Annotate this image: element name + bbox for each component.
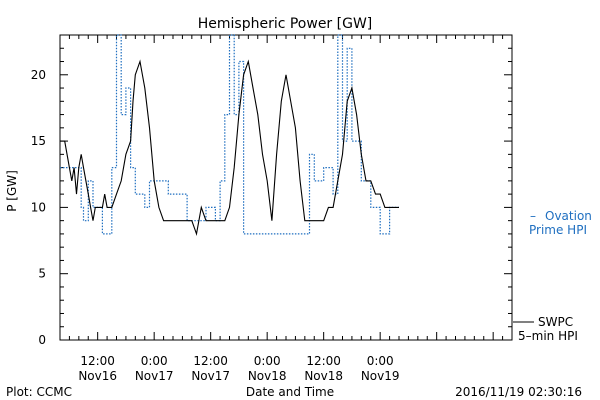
y-tick-labels: 0 5 10 15 20 [31,68,46,347]
x-tick-label-time: 12:00 [80,354,115,368]
x-axis-label: Date and Time [246,385,334,399]
plot-credit: Plot: CCMC [6,385,72,399]
legend-ovation-line2: Prime HPI [529,223,587,237]
x-tick-label-day: Nov18 [248,369,287,383]
x-tick-label-day: Nov17 [135,369,174,383]
legend-ovation-dash: – [530,209,536,223]
legend-swpc-line1: SWPC [538,315,573,329]
x-tick-labels: 12:00Nov160:00Nov1712:00Nov170:00Nov1812… [78,354,399,383]
legend-ovation-line1: Ovation [545,209,592,223]
x-tick-label-time: 12:00 [193,354,228,368]
x-tick-label-time: 0:00 [254,354,281,368]
x-tick-label-time: 12:00 [306,354,341,368]
y-axis-label: P [GW] [5,170,19,212]
timestamp: 2016/11/19 02:30:16 [455,385,582,399]
y-tick-label: 15 [31,134,46,148]
chart-title: Hemispheric Power [GW] [198,16,373,32]
y-tick-label: 20 [31,68,46,82]
legend-swpc-line2: 5–min HPI [518,329,578,343]
y-tick-label: 5 [38,267,46,281]
y-tick-label: 10 [31,200,46,214]
series-ovation-prime-hpi [60,34,399,235]
x-tick-label-day: Nov19 [361,369,400,383]
series-swpc-5min-hpi [60,59,399,237]
plot-frame [59,34,513,341]
x-tick-label-time: 0:00 [141,354,168,368]
y-tick-label: 0 [38,333,46,347]
series-layer [60,34,399,237]
x-tick-label-day: Nov16 [78,369,117,383]
axis-ticks [59,34,513,341]
x-tick-label-day: Nov18 [304,369,343,383]
x-tick-label-time: 0:00 [367,354,394,368]
x-tick-label-day: Nov17 [191,369,230,383]
